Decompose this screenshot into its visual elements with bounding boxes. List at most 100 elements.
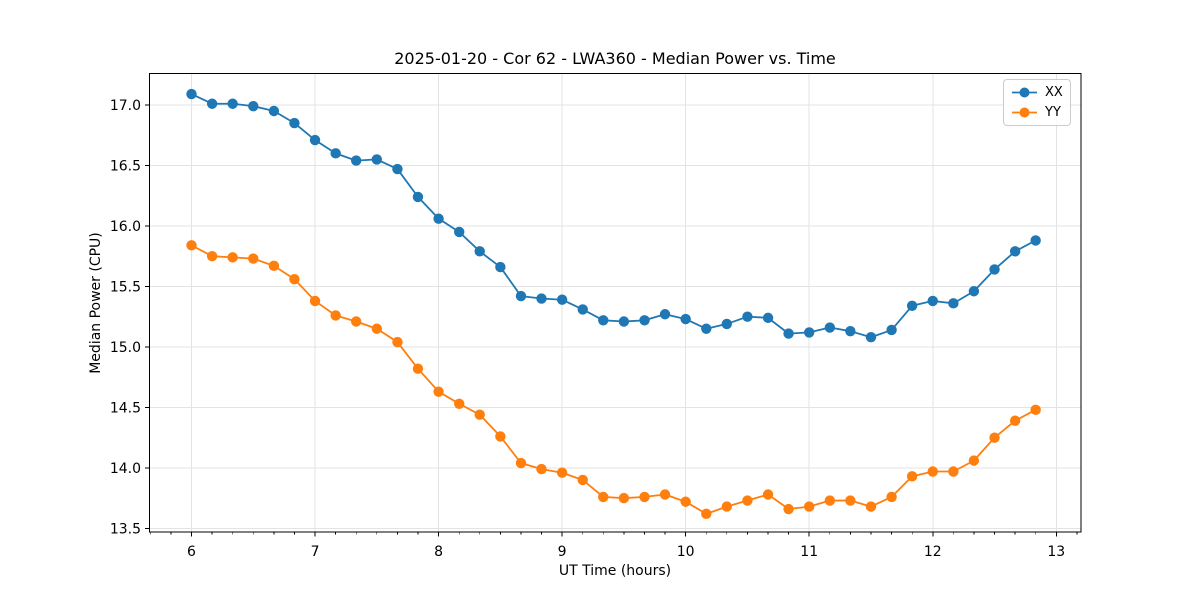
data-point-yy (227, 252, 238, 263)
data-point-xx (536, 293, 547, 304)
legend-entry-yy: YY (1011, 103, 1063, 122)
data-point-xx (1009, 246, 1021, 257)
data-point-xx (659, 309, 671, 320)
data-point-yy (968, 455, 980, 466)
data-point-yy (309, 295, 321, 307)
data-point-xx (618, 316, 630, 327)
x-tick-label: 11 (800, 544, 818, 560)
data-point-xx (804, 327, 815, 338)
data-point-yy (701, 508, 712, 520)
data-point-yy (762, 489, 774, 500)
data-point-yy (927, 466, 938, 477)
data-point-xx (742, 311, 753, 322)
x-axis-label: UT Time (hours) (558, 563, 672, 579)
data-point-xx (845, 325, 856, 337)
x-tick-label: 6 (187, 544, 196, 560)
data-point-xx (906, 300, 918, 311)
data-point-xx (371, 154, 383, 165)
data-point-xx (639, 315, 650, 326)
data-point-xx (1030, 235, 1041, 246)
data-point-xx (495, 261, 506, 273)
data-point-yy (804, 501, 815, 512)
y-tick-label: 16.0 (110, 219, 141, 235)
data-point-xx (721, 318, 733, 330)
data-point-yy (845, 495, 856, 506)
data-point-yy (865, 501, 877, 512)
data-point-xx (680, 313, 691, 325)
data-point-yy (556, 467, 568, 478)
legend: XX YY (1003, 79, 1071, 126)
data-point-xx (927, 295, 938, 307)
data-point-xx (783, 328, 794, 339)
data-point-xx (392, 163, 403, 175)
data-point-yy (886, 491, 897, 503)
data-point-xx (515, 290, 527, 302)
data-point-xx (968, 286, 980, 297)
data-point-xx (865, 332, 877, 343)
data-point-yy (495, 431, 506, 442)
data-point-xx (330, 148, 341, 159)
data-point-xx (762, 312, 774, 324)
data-point-yy (350, 316, 362, 327)
plot-border (149, 73, 1082, 533)
data-point-xx (433, 213, 444, 224)
x-tick-label: 10 (677, 544, 695, 560)
data-point-xx (556, 294, 568, 305)
data-point-xx (454, 226, 465, 238)
x-tick-label: 12 (924, 544, 942, 560)
data-point-yy (268, 260, 280, 272)
y-tick-label: 14.5 (110, 400, 141, 416)
data-point-yy (680, 496, 691, 507)
data-point-xx (309, 134, 321, 146)
data-point-xx (268, 105, 280, 117)
data-point-yy (392, 336, 403, 348)
data-point-yy (783, 503, 794, 515)
chart-title: 2025-01-20 - Cor 62 - LWA360 - Median Po… (394, 49, 836, 68)
data-point-xx (886, 324, 897, 336)
data-point-yy (618, 492, 630, 504)
data-point-yy (598, 491, 609, 503)
data-point-yy (721, 501, 733, 512)
data-point-yy (433, 386, 444, 397)
data-point-yy (330, 310, 341, 321)
y-axis-label: Median Power (CPU) (88, 232, 104, 374)
x-tick-label: 8 (434, 544, 443, 560)
data-point-yy (371, 323, 383, 334)
y-tick-label: 13.5 (110, 521, 141, 537)
data-point-yy (577, 474, 588, 486)
data-point-yy (515, 457, 527, 469)
y-tick-label: 16.5 (110, 158, 141, 174)
data-point-yy (639, 491, 650, 503)
y-tick-label: 17.0 (110, 98, 141, 114)
x-tick-label: 13 (1047, 544, 1065, 560)
data-point-xx (186, 88, 197, 100)
data-point-yy (659, 489, 671, 500)
y-tick-label: 15.5 (110, 279, 141, 295)
data-point-yy (948, 466, 959, 477)
data-point-yy (1030, 404, 1041, 416)
legend-line-sample (1012, 107, 1037, 118)
data-point-xx (598, 315, 609, 326)
data-point-yy (474, 409, 485, 420)
data-point-yy (536, 463, 547, 475)
data-point-xx (701, 323, 712, 334)
x-tick-label: 9 (558, 544, 567, 560)
data-point-xx (289, 117, 300, 129)
data-point-xx (474, 246, 485, 257)
data-point-xx (412, 191, 424, 203)
data-point-yy (186, 240, 197, 251)
data-point-yy (412, 363, 424, 374)
data-point-yy (454, 398, 465, 409)
y-tick-label: 14.0 (110, 461, 141, 477)
data-point-xx (206, 98, 218, 109)
y-tick-label: 15.0 (110, 340, 141, 356)
data-point-yy (824, 495, 836, 506)
legend-entry-xx: XX (1011, 83, 1063, 102)
data-point-xx (248, 100, 259, 112)
data-point-yy (742, 495, 753, 506)
legend-line-sample (1012, 87, 1037, 98)
data-point-xx (824, 322, 836, 333)
legend-label: XX (1045, 85, 1063, 100)
